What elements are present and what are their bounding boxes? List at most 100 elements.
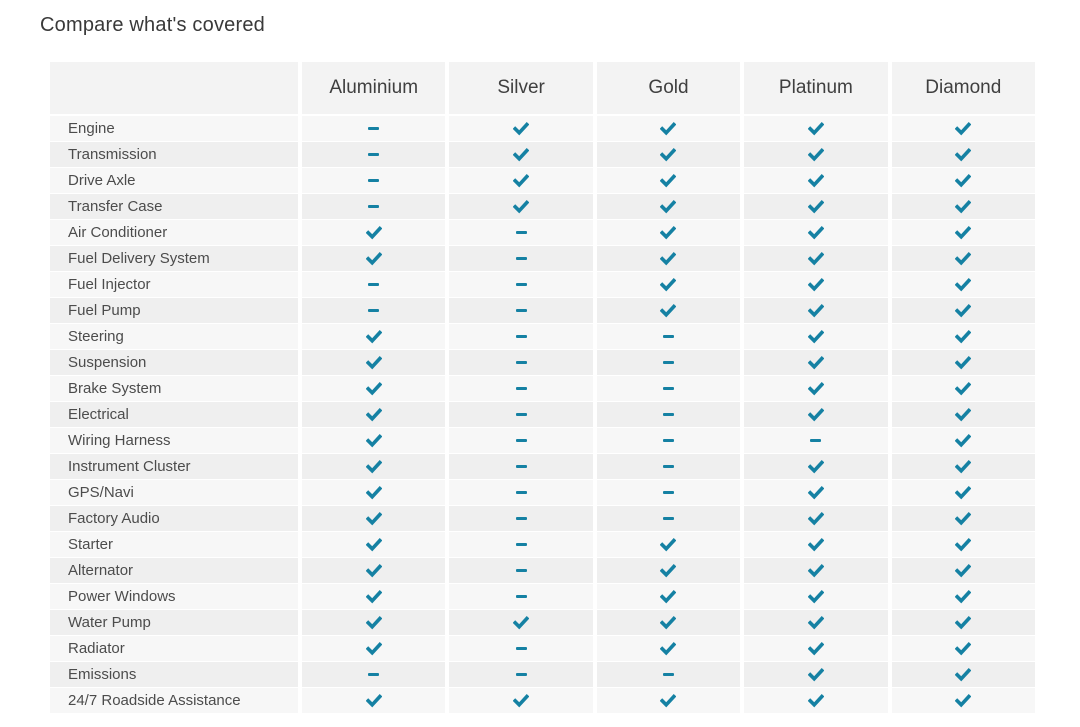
check-icon	[807, 693, 824, 707]
covered-cell	[302, 532, 446, 557]
dash-icon	[515, 231, 527, 234]
check-icon	[807, 667, 824, 681]
check-icon	[807, 381, 824, 395]
dash-icon	[368, 283, 380, 286]
not-covered-cell	[596, 454, 741, 479]
dash-icon	[515, 257, 527, 260]
table-header-row: Aluminium Silver Gold Platinum Diamond	[50, 62, 1035, 114]
coverage-table: Aluminium Silver Gold Platinum Diamond E…	[50, 62, 1035, 714]
dash-icon	[515, 595, 527, 598]
table-row: Emissions	[50, 662, 1035, 687]
check-icon	[955, 641, 972, 655]
check-icon	[955, 381, 972, 395]
check-icon	[660, 537, 677, 551]
dash-icon	[368, 673, 380, 676]
check-icon	[365, 407, 382, 421]
dash-icon	[662, 491, 674, 494]
not-covered-cell	[302, 116, 446, 141]
table-row: Alternator	[50, 558, 1035, 583]
table-row: Starter	[50, 532, 1035, 557]
row-label: Power Windows	[50, 584, 298, 609]
covered-cell	[596, 558, 741, 583]
table-row: Fuel Pump	[50, 298, 1035, 323]
covered-cell	[891, 454, 1035, 479]
row-label: Engine	[50, 116, 298, 141]
not-covered-cell	[449, 402, 593, 427]
check-icon	[807, 485, 824, 499]
covered-cell	[891, 662, 1035, 687]
check-icon	[955, 459, 972, 473]
row-label: Factory Audio	[50, 506, 298, 531]
covered-cell	[744, 220, 888, 245]
covered-cell	[596, 220, 741, 245]
check-icon	[660, 225, 677, 239]
dash-icon	[515, 361, 527, 364]
not-covered-cell	[449, 350, 593, 375]
table-row: Radiator	[50, 636, 1035, 661]
column-header-diamond: Diamond	[891, 62, 1035, 114]
check-icon	[660, 303, 677, 317]
not-covered-cell	[596, 428, 741, 453]
check-icon	[513, 147, 530, 161]
covered-cell	[302, 246, 446, 271]
row-label: Electrical	[50, 402, 298, 427]
covered-cell	[744, 142, 888, 167]
table-row: GPS/Navi	[50, 480, 1035, 505]
covered-cell	[302, 454, 446, 479]
check-icon	[365, 589, 382, 603]
covered-cell	[891, 584, 1035, 609]
not-covered-cell	[449, 636, 593, 661]
not-covered-cell	[302, 662, 446, 687]
table-row: Brake System	[50, 376, 1035, 401]
check-icon	[955, 693, 972, 707]
table-row: Engine	[50, 116, 1035, 141]
check-icon	[365, 355, 382, 369]
check-icon	[365, 511, 382, 525]
dash-icon	[515, 569, 527, 572]
dash-icon	[515, 283, 527, 286]
dash-icon	[662, 387, 674, 390]
covered-cell	[302, 428, 446, 453]
covered-cell	[891, 142, 1035, 167]
covered-cell	[449, 168, 593, 193]
covered-cell	[744, 636, 888, 661]
covered-cell	[596, 584, 741, 609]
table-body: Engine Transmission Drive Axle Transfer Cas…	[50, 116, 1035, 713]
dash-icon	[368, 309, 380, 312]
covered-cell	[449, 688, 593, 713]
check-icon	[955, 407, 972, 421]
header-spacer-cell	[50, 62, 298, 114]
check-icon	[955, 511, 972, 525]
not-covered-cell	[449, 220, 593, 245]
not-covered-cell	[596, 402, 741, 427]
check-icon	[807, 121, 824, 135]
not-covered-cell	[449, 558, 593, 583]
check-icon	[955, 303, 972, 317]
covered-cell	[744, 402, 888, 427]
row-label: Radiator	[50, 636, 298, 661]
check-icon	[365, 381, 382, 395]
covered-cell	[744, 506, 888, 531]
check-icon	[513, 615, 530, 629]
check-icon	[660, 199, 677, 213]
check-icon	[955, 485, 972, 499]
check-icon	[807, 277, 824, 291]
covered-cell	[744, 298, 888, 323]
not-covered-cell	[596, 506, 741, 531]
table-row: Instrument Cluster	[50, 454, 1035, 479]
column-header-platinum: Platinum	[744, 62, 888, 114]
covered-cell	[744, 662, 888, 687]
not-covered-cell	[449, 272, 593, 297]
check-icon	[955, 563, 972, 577]
row-label: Fuel Injector	[50, 272, 298, 297]
check-icon	[955, 537, 972, 551]
table-row: Transfer Case	[50, 194, 1035, 219]
not-covered-cell	[449, 662, 593, 687]
table-row: Air Conditioner	[50, 220, 1035, 245]
row-label: Brake System	[50, 376, 298, 401]
check-icon	[660, 251, 677, 265]
covered-cell	[449, 142, 593, 167]
check-icon	[807, 563, 824, 577]
column-header-silver: Silver	[449, 62, 593, 114]
dash-icon	[515, 309, 527, 312]
